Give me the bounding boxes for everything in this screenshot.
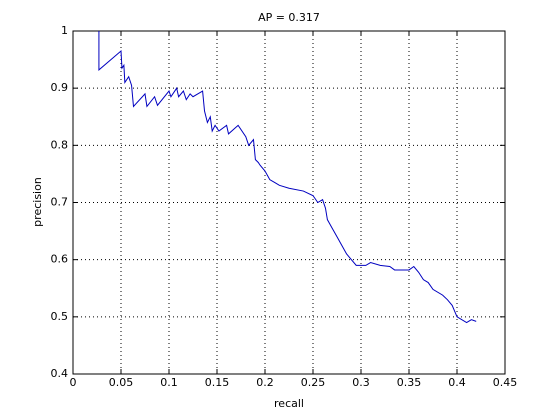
x-tick-label: 0.45 xyxy=(493,376,518,389)
x-tick-label: 0.3 xyxy=(352,376,370,389)
x-tick-label: 0.1 xyxy=(160,376,178,389)
x-tick-label: 0.15 xyxy=(205,376,230,389)
y-tick-label: 0.9 xyxy=(51,81,69,94)
x-tick-label: 0.35 xyxy=(397,376,422,389)
y-tick-label: 0.8 xyxy=(51,138,69,151)
y-axis-label: precision xyxy=(31,177,44,227)
y-tick-label: 0.5 xyxy=(51,310,69,323)
x-tick-label: 0.25 xyxy=(301,376,326,389)
y-tick-label: 1 xyxy=(61,24,68,37)
x-tick-label: 0.05 xyxy=(109,376,134,389)
x-tick-label: 0 xyxy=(70,376,77,389)
axes-box xyxy=(72,30,506,375)
y-tick-label: 0.7 xyxy=(51,196,69,209)
x-tick-label: 0.2 xyxy=(256,376,274,389)
y-tick-label: 0.6 xyxy=(51,253,69,266)
x-axis-label: recall xyxy=(274,397,304,410)
chart-title: AP = 0.317 xyxy=(258,11,320,24)
x-tick-label: 0.4 xyxy=(448,376,466,389)
pr-curve xyxy=(98,31,477,324)
y-tick-label: 0.4 xyxy=(51,367,69,380)
